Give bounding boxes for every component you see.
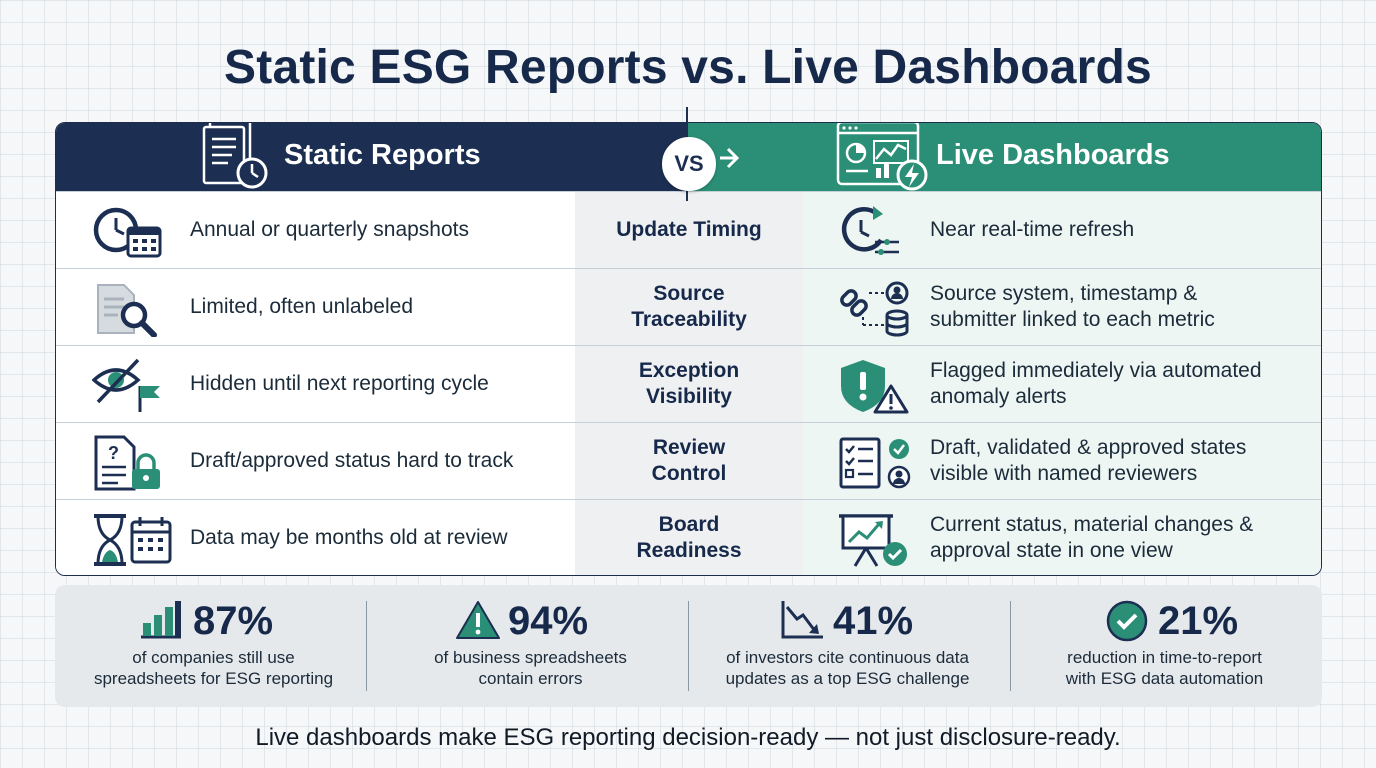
bar-chart-icon xyxy=(139,601,183,644)
stat-head: 21% xyxy=(1006,599,1323,643)
stat-head: 94% xyxy=(372,599,689,643)
comparison-row: ? Draft/approved status hard to track Re… xyxy=(56,422,1321,499)
svg-text:?: ? xyxy=(108,443,119,463)
stat-item: 94% of business spreadsheets contain err… xyxy=(372,585,689,707)
criterion-label: Board Readiness xyxy=(575,500,803,575)
live-dashboards-title: Live Dashboards xyxy=(936,139,1170,171)
trend-down-chart-icon xyxy=(781,601,825,644)
static-cell: Data may be months old at review xyxy=(56,500,575,575)
stat-divider xyxy=(688,601,689,691)
stat-value: 94% xyxy=(508,599,589,643)
live-text: Draft, validated & approved states visib… xyxy=(930,436,1247,485)
clock-calendar-icon xyxy=(92,204,168,265)
comparison-header: Static Reports Live Dashboards xyxy=(56,123,1321,191)
shield-alert-icon xyxy=(837,358,913,419)
stat-head: 87% xyxy=(55,599,372,643)
comparison-row: Annual or quarterly snapshots Update Tim… xyxy=(56,191,1321,268)
footer-tagline: Live dashboards make ESG reporting decis… xyxy=(255,724,1121,751)
criterion-label: Update Timing xyxy=(575,192,803,268)
vs-badge: VS xyxy=(662,137,716,191)
comparison-row: Hidden until next reporting cycle Except… xyxy=(56,345,1321,422)
document-lock-icon: ? xyxy=(92,435,168,496)
static-cell: Hidden until next reporting cycle xyxy=(56,346,575,422)
criterion-label: Exception Visibility xyxy=(575,346,803,422)
stats-bar: 87% of companies still use spreadsheets … xyxy=(55,585,1322,707)
criterion-label: Review Control xyxy=(575,423,803,499)
static-reports-header: Static Reports xyxy=(56,123,688,191)
link-user-database-icon xyxy=(837,281,913,342)
presentation-check-icon xyxy=(837,512,913,573)
stat-value: 21% xyxy=(1158,599,1239,643)
static-text: Data may be months old at review xyxy=(190,526,508,549)
live-text: Near real-time refresh xyxy=(930,218,1135,241)
document-clock-icon xyxy=(202,123,274,198)
page-title: Static ESG Reports vs. Live Dashboards xyxy=(224,41,1152,94)
refresh-clock-icon xyxy=(837,204,907,265)
static-text: Limited, often unlabeled xyxy=(190,295,413,318)
stat-caption: of business spreadsheets contain errors xyxy=(434,648,627,688)
live-cell: Near real-time refresh xyxy=(803,192,1321,268)
checklist-reviewer-icon xyxy=(837,435,913,496)
stat-caption: of investors cite continuous data update… xyxy=(725,648,970,688)
static-text: Annual or quarterly snapshots xyxy=(190,218,469,241)
comparison-panel: Static Reports Live Dashboards xyxy=(55,122,1322,576)
stat-head: 41% xyxy=(689,599,1006,643)
live-dashboards-header: Live Dashboards xyxy=(688,123,1321,191)
check-circle-icon xyxy=(1106,600,1148,647)
static-cell: Annual or quarterly snapshots xyxy=(56,192,575,268)
comparison-row: Data may be months old at review Board R… xyxy=(56,499,1321,575)
static-cell: ? Draft/approved status hard to track xyxy=(56,423,575,499)
document-search-icon xyxy=(92,281,168,342)
static-reports-title: Static Reports xyxy=(284,139,481,171)
stat-value: 41% xyxy=(833,599,914,643)
live-cell: Current status, material changes & appro… xyxy=(803,500,1321,575)
stat-divider xyxy=(366,601,367,691)
hourglass-calendar-icon xyxy=(92,512,172,573)
warning-triangle-icon xyxy=(456,601,500,644)
static-cell: Limited, often unlabeled xyxy=(56,269,575,345)
live-cell: Flagged immediately via automated anomal… xyxy=(803,346,1321,422)
live-text: Source system, timestamp & submitter lin… xyxy=(930,282,1215,331)
stat-item: 41% of investors cite continuous data up… xyxy=(689,585,1006,707)
dashboard-lightning-icon xyxy=(834,123,930,200)
live-cell: Source system, timestamp & submitter lin… xyxy=(803,269,1321,345)
hidden-eye-flag-icon xyxy=(91,358,168,419)
comparison-row: Limited, often unlabeled Source Traceabi… xyxy=(56,268,1321,345)
stat-caption: reduction in time-to-report with ESG dat… xyxy=(1065,648,1264,688)
stat-divider xyxy=(1010,601,1011,691)
live-text: Current status, material changes & appro… xyxy=(930,513,1254,562)
static-text: Draft/approved status hard to track xyxy=(190,449,514,472)
stat-item: 21% reduction in time-to-report with ESG… xyxy=(1006,585,1323,707)
criterion-label: Source Traceability xyxy=(575,269,803,345)
live-cell: Draft, validated & approved states visib… xyxy=(803,423,1321,499)
live-text: Flagged immediately via automated anomal… xyxy=(930,359,1262,408)
stat-value: 87% xyxy=(193,599,274,643)
static-text: Hidden until next reporting cycle xyxy=(190,372,489,395)
stat-caption: of companies still use spreadsheets for … xyxy=(93,648,334,688)
stat-item: 87% of companies still use spreadsheets … xyxy=(55,585,372,707)
arrow-right-icon xyxy=(718,145,740,176)
